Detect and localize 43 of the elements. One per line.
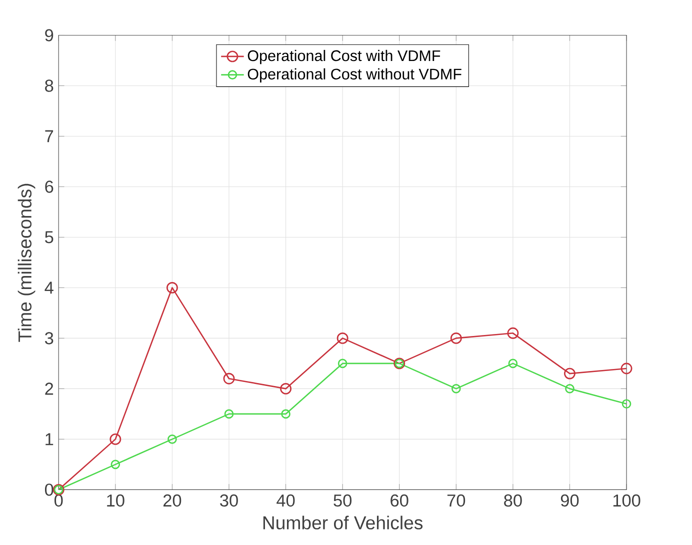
x-tick-label: 40	[276, 494, 295, 507]
x-tick-label: 90	[560, 494, 579, 507]
x-tick-label: 60	[390, 494, 408, 507]
x-tick-label: 10	[107, 494, 124, 507]
legend-label: Operational Cost with VDMF	[248, 50, 440, 64]
point	[338, 359, 348, 368]
y-tick-label: 0	[44, 484, 54, 496]
y-tick-label: 5	[45, 231, 54, 244]
point	[166, 282, 178, 294]
y-tick-label: 9	[45, 29, 54, 42]
y-axis-title: Time (milliseconds)	[18, 184, 36, 342]
y-tick-label: 4	[44, 282, 54, 294]
point	[223, 373, 235, 385]
x-tick-label: 100	[613, 494, 640, 507]
x-tick-label: 30	[220, 494, 238, 507]
y-tick-label: 6	[45, 180, 54, 194]
point	[620, 363, 632, 374]
point	[280, 383, 292, 395]
y-tick-label: 7	[45, 130, 54, 142]
point	[508, 359, 518, 368]
x-axis-title: Number of Vehicles	[263, 516, 423, 530]
x-tick-label: 20	[163, 494, 182, 507]
point	[451, 384, 461, 394]
legend-label: Operational Cost without VDMF	[248, 68, 462, 83]
point	[450, 332, 462, 344]
y-tick-label: 1	[46, 433, 54, 446]
point	[336, 332, 348, 344]
point	[168, 434, 177, 444]
point	[622, 399, 632, 409]
point	[224, 410, 234, 419]
point	[281, 410, 290, 419]
point	[110, 434, 122, 446]
y-tick-label: 8	[45, 80, 54, 92]
x-tick-label: 70	[447, 494, 466, 507]
point	[564, 368, 576, 380]
x-tick-label: 50	[334, 494, 352, 507]
point	[110, 460, 120, 470]
y-tick-label: 3	[44, 332, 54, 345]
x-tick-label: 0	[54, 494, 63, 507]
point	[565, 384, 574, 394]
y-tick-label: 2	[45, 382, 54, 395]
point	[507, 328, 519, 340]
x-tick-label: 80	[504, 494, 522, 507]
